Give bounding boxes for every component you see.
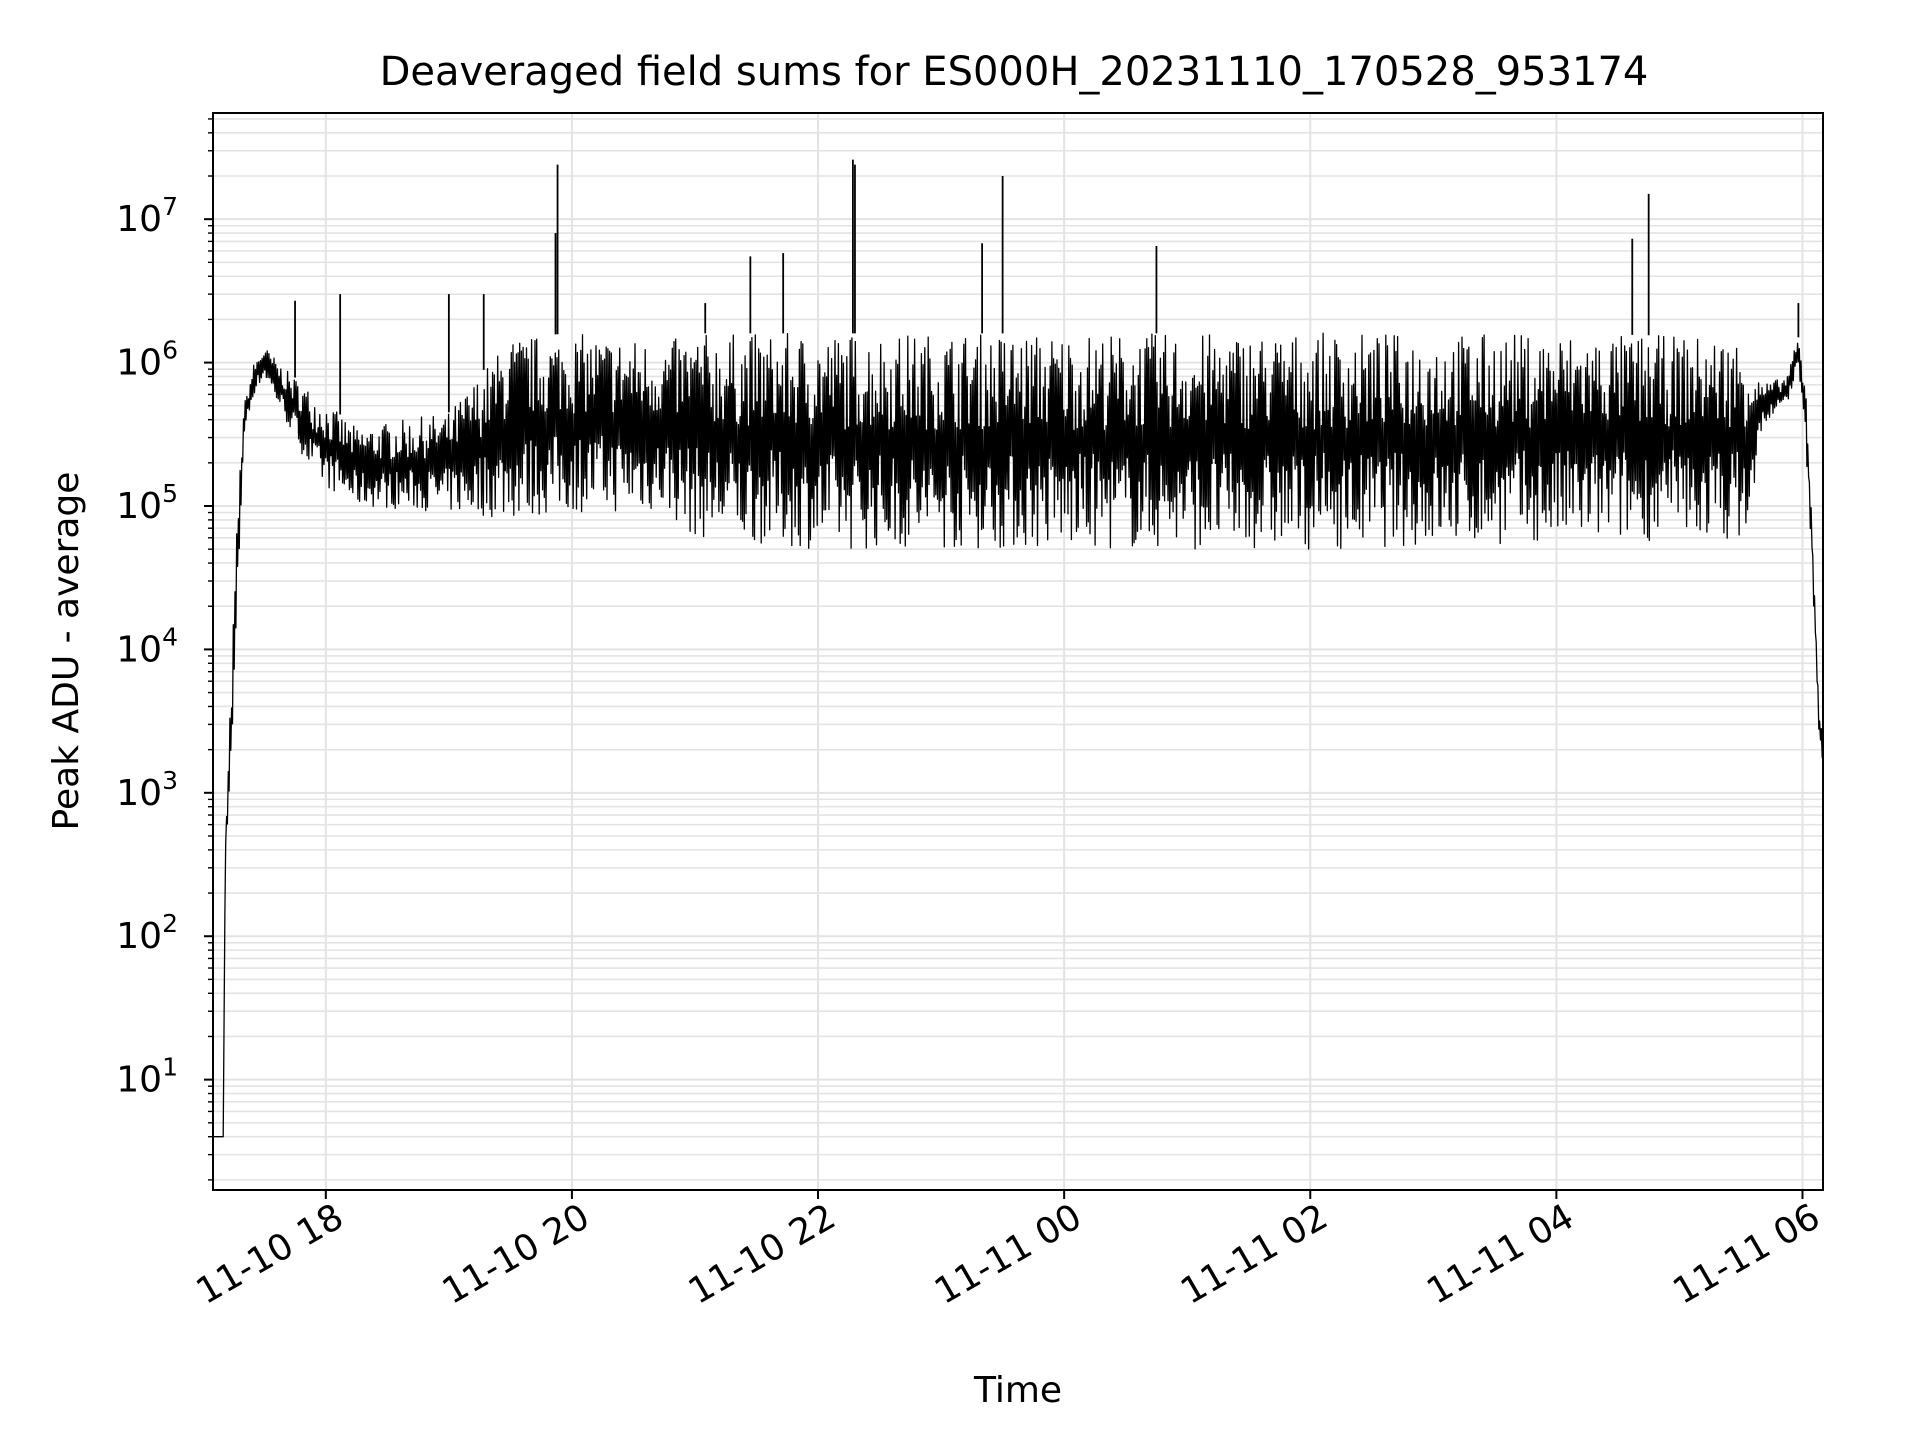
y-tick-label: 101 [116, 1053, 178, 1101]
x-axis-label: Time [973, 1370, 1062, 1411]
y-tick-label: 107 [116, 192, 178, 240]
y-tick-label: 105 [116, 479, 178, 527]
y-axis: 101 102 103 104 105 106 107 [116, 118, 213, 1181]
y-tick-label: 106 [116, 336, 178, 384]
grid [213, 113, 1823, 1190]
data-series [213, 159, 1824, 1138]
plot-frame [212, 112, 1824, 1191]
y-tick-label: 104 [116, 622, 178, 670]
y-axis-label: Peak ADU - average [46, 472, 87, 831]
y-tick-label: 103 [116, 766, 178, 814]
chart-title: Deaveraged field sums for ES000H_2023111… [380, 49, 1649, 95]
y-tick-label: 102 [116, 909, 178, 957]
series-line [213, 332, 1824, 1138]
